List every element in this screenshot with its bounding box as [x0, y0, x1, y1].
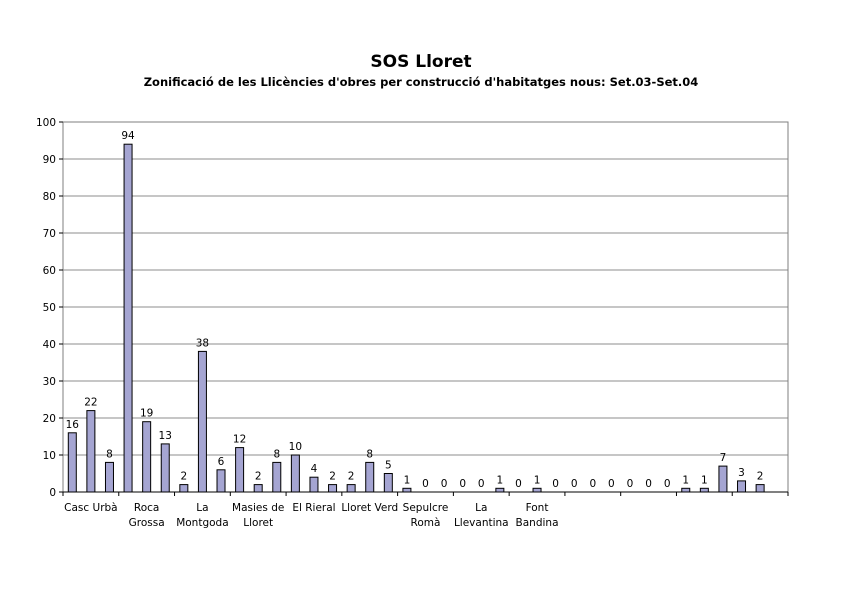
bar: [67, 432, 77, 493]
bar: [699, 487, 709, 493]
bar: [495, 487, 505, 493]
data-label: 0: [664, 478, 671, 490]
data-label: 0: [571, 478, 578, 490]
bar: [532, 487, 542, 493]
category-label: Sepulcre Romà: [403, 502, 449, 529]
bar: [718, 465, 728, 493]
data-label: 0: [515, 478, 522, 490]
bar: [197, 350, 207, 493]
bar: [737, 480, 747, 493]
chart-subtitle: Zonificació de les Llicències d'obres pe…: [143, 75, 699, 89]
category-label: La Montgoda: [176, 502, 228, 529]
y-tick-label: 50: [43, 302, 56, 314]
bar: [309, 476, 319, 493]
y-tick-label: 30: [43, 376, 56, 388]
data-label: 6: [218, 456, 225, 468]
data-label: 4: [311, 463, 318, 475]
data-label: 2: [348, 471, 355, 483]
data-label: 22: [84, 397, 97, 409]
data-label: 0: [589, 478, 596, 490]
category-label: Lloret Verd: [341, 502, 398, 514]
bar: [272, 461, 282, 493]
y-tick-label: 20: [43, 413, 56, 425]
data-label: 13: [159, 430, 172, 442]
bar: [755, 484, 765, 493]
data-label: 0: [441, 478, 448, 490]
data-label: 1: [534, 474, 541, 486]
bar: [290, 454, 300, 493]
bar: [253, 484, 263, 493]
data-label: 0: [552, 478, 559, 490]
data-label: 1: [682, 474, 689, 486]
bar: [216, 469, 226, 493]
data-label: 2: [329, 471, 336, 483]
y-tick-label: 90: [43, 154, 56, 166]
bar: [86, 410, 96, 493]
data-label: 19: [140, 408, 153, 420]
bar: [142, 421, 152, 493]
data-label: 0: [459, 478, 466, 490]
data-label: 10: [289, 441, 302, 453]
y-tick-label: 10: [43, 450, 56, 462]
data-label: 0: [478, 478, 485, 490]
bar: [235, 447, 245, 493]
bar: [179, 484, 189, 493]
category-label: Casc Urbà: [64, 502, 117, 514]
category-label: El Rieral: [292, 502, 335, 514]
bar: [123, 143, 133, 493]
y-tick-label: 40: [43, 339, 56, 351]
category-label: Roca Grossa: [129, 502, 165, 529]
data-label: 1: [404, 474, 411, 486]
data-label: 16: [66, 419, 80, 431]
bar: [681, 487, 691, 493]
data-label: 38: [196, 337, 209, 349]
bar: [346, 484, 356, 493]
data-label: 0: [422, 478, 429, 490]
y-tick-label: 70: [43, 228, 56, 240]
bar: [104, 461, 114, 493]
data-label: 94: [121, 130, 135, 142]
y-tick-label: 60: [43, 265, 56, 277]
bar: [402, 487, 412, 493]
data-label: 2: [255, 471, 262, 483]
bar: [328, 484, 338, 493]
bar: [365, 461, 375, 493]
category-label: Masies de Lloret: [232, 502, 284, 529]
data-label: 8: [273, 448, 280, 460]
y-tick-label: 80: [43, 191, 56, 203]
bar: [160, 443, 170, 493]
data-label: 7: [720, 452, 727, 464]
data-label: 8: [106, 448, 113, 460]
data-label: 0: [608, 478, 615, 490]
category-label: La Llevantina: [454, 502, 509, 529]
category-label: Font Bandina: [516, 502, 559, 529]
chart-title: SOS Lloret: [370, 52, 472, 72]
bar: [383, 473, 393, 493]
data-label: 2: [180, 471, 187, 483]
data-label: 1: [701, 474, 708, 486]
data-label: 0: [627, 478, 634, 490]
data-label: 2: [757, 471, 764, 483]
data-label: 8: [366, 448, 373, 460]
y-tick-label: 100: [36, 117, 56, 129]
data-label: 12: [233, 434, 246, 446]
data-label: 1: [497, 474, 504, 486]
y-tick-label: 0: [49, 487, 56, 499]
data-label: 0: [645, 478, 652, 490]
data-label: 5: [385, 460, 392, 472]
data-label: 3: [738, 467, 745, 479]
